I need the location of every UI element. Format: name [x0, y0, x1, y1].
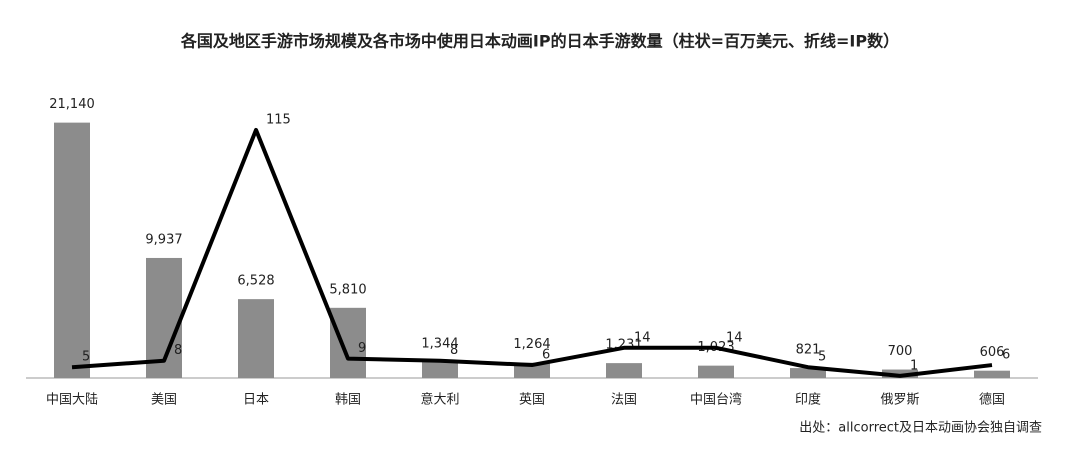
- bar: [974, 370, 1010, 378]
- x-tick-label: 韩国: [335, 393, 361, 408]
- bar-value-label: 21,140: [49, 97, 95, 112]
- x-tick-label: 意大利: [420, 392, 459, 408]
- chart-title: 各国及地区手游市场规模及各市场中使用日本动画IP的日本手游数量（柱状=百万美元、…: [180, 32, 899, 51]
- bar: [54, 122, 90, 378]
- bar: [882, 369, 918, 378]
- line-value-label: 14: [726, 330, 743, 345]
- x-tick-label: 法国: [611, 393, 637, 408]
- line: [71, 127, 993, 378]
- line-value-label: 8: [174, 343, 182, 358]
- bar-value-label: 5,810: [329, 282, 366, 297]
- x-tick-label: 德国: [979, 393, 1005, 408]
- bar-value-label: 6,528: [237, 274, 274, 289]
- source-note: 出处：allcorrect及日本动画协会独自调查: [799, 421, 1042, 436]
- line-value-label: 9: [358, 341, 366, 356]
- bar-value-label: 821: [796, 343, 821, 358]
- x-tick-label: 美国: [151, 393, 177, 408]
- bar-value-label: 1,264: [513, 337, 550, 352]
- bar: [330, 307, 366, 378]
- x-tick-label: 中国台湾: [690, 392, 742, 408]
- line-value-label: 6: [1002, 348, 1010, 363]
- line-value-label: 1: [910, 358, 918, 373]
- x-tick-label: 俄罗斯: [880, 393, 919, 408]
- bar: [606, 363, 642, 378]
- line-value-label: 14: [634, 330, 651, 345]
- x-tick-label: 中国大陆: [46, 392, 98, 408]
- bar: [422, 361, 458, 378]
- bar: [790, 368, 826, 378]
- bar-value-label: 606: [980, 345, 1005, 360]
- bar-value-label: 1,344: [421, 336, 458, 351]
- x-tick-label: 英国: [519, 393, 545, 408]
- bar-value-label: 9,937: [145, 232, 182, 247]
- x-tick-label: 印度: [795, 392, 821, 408]
- line-value-label: 5: [82, 350, 90, 365]
- bar: [238, 299, 274, 378]
- line-value-label: 8: [450, 343, 458, 358]
- line-value-label: 115: [266, 112, 291, 127]
- bar-value-label: 700: [888, 344, 913, 359]
- line-value-label: 6: [542, 348, 550, 363]
- line-value-label: 5: [818, 350, 826, 365]
- bar: [698, 365, 734, 378]
- x-tick-label: 日本: [243, 393, 269, 408]
